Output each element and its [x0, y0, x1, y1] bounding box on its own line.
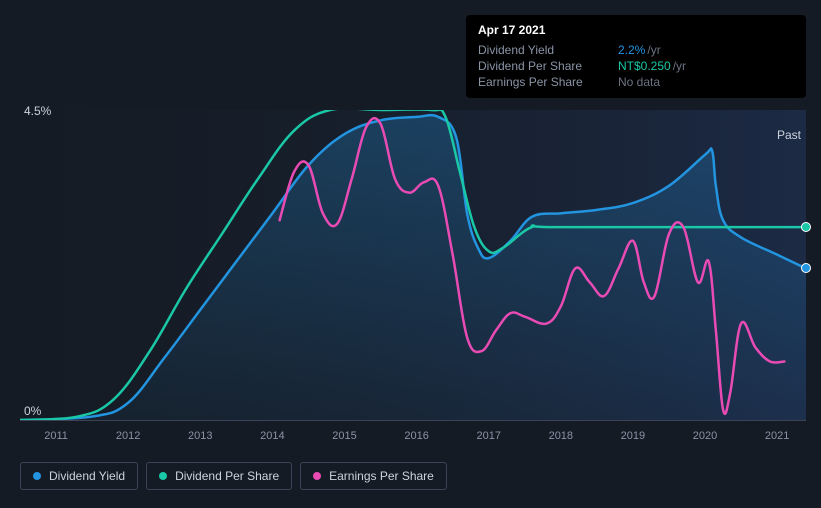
tooltip-label: Dividend Yield — [478, 43, 618, 57]
tooltip-value: No data — [618, 75, 660, 89]
tooltip-row: Dividend Yield2.2%/yr — [478, 42, 794, 58]
series-end-marker — [801, 222, 811, 232]
x-axis-tick: 2011 — [44, 430, 68, 442]
past-label: Past — [777, 128, 801, 142]
legend-label: Dividend Per Share — [175, 469, 279, 483]
x-axis-line — [20, 420, 806, 421]
tooltip-row: Earnings Per ShareNo data — [478, 74, 794, 90]
x-axis-tick: 2014 — [260, 430, 284, 442]
tooltip-label: Dividend Per Share — [478, 59, 618, 73]
tooltip-label: Earnings Per Share — [478, 75, 618, 89]
legend-item[interactable]: Dividend Per Share — [146, 462, 292, 490]
x-axis-tick: 2018 — [549, 430, 573, 442]
chart-legend: Dividend Yield Dividend Per Share Earnings… — [20, 462, 447, 490]
legend-dot-icon — [159, 472, 167, 480]
x-axis-tick: 2021 — [765, 430, 789, 442]
legend-dot-icon — [313, 472, 321, 480]
x-axis-tick: 2016 — [404, 430, 428, 442]
tooltip-suffix: /yr — [647, 43, 660, 57]
series-end-marker — [801, 263, 811, 273]
tooltip-date: Apr 17 2021 — [478, 23, 794, 37]
x-axis-tick: 2013 — [188, 430, 212, 442]
chart-tooltip: Apr 17 2021 Dividend Yield2.2%/yrDividen… — [466, 15, 806, 98]
x-axis-tick: 2015 — [332, 430, 356, 442]
legend-label: Dividend Yield — [49, 469, 125, 483]
legend-item[interactable]: Dividend Yield — [20, 462, 138, 490]
dividend-chart: Apr 17 2021 Dividend Yield2.2%/yrDividen… — [0, 0, 821, 508]
tooltip-value: NT$0.250 — [618, 59, 671, 73]
legend-item[interactable]: Earnings Per Share — [300, 462, 447, 490]
x-axis-tick: 2012 — [116, 430, 140, 442]
tooltip-row: Dividend Per ShareNT$0.250/yr — [478, 58, 794, 74]
x-axis-tick: 2017 — [476, 430, 500, 442]
chart-plot-area — [20, 110, 806, 420]
legend-dot-icon — [33, 472, 41, 480]
x-axis-tick: 2020 — [693, 430, 717, 442]
tooltip-value: 2.2% — [618, 43, 645, 57]
legend-label: Earnings Per Share — [329, 469, 434, 483]
x-axis-tick: 2019 — [621, 430, 645, 442]
tooltip-suffix: /yr — [673, 59, 686, 73]
